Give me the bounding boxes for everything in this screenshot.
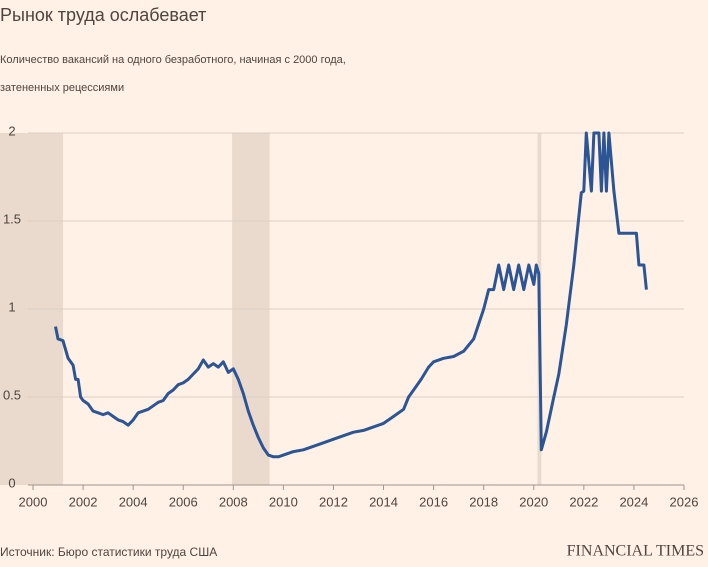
x-tick-label: 2022 [569, 494, 598, 509]
y-tick-label: 1 [8, 299, 15, 314]
subtitle: затененных рецессиями [0, 82, 124, 94]
chart-title: Рынок труда ослабевает [0, 5, 206, 25]
x-tick-label: 2016 [419, 494, 448, 509]
x-tick-label: 2004 [119, 494, 148, 509]
subtitle: Количество вакансий на одного безработно… [0, 54, 346, 66]
x-tick-label: 2024 [619, 494, 648, 509]
source: Источник: Бюро статистики труда США [0, 545, 217, 559]
y-tick-label: 2 [8, 123, 15, 138]
x-tick-label: 2002 [69, 494, 98, 509]
data-line [54, 131, 648, 459]
x-tick-label: 2000 [19, 494, 48, 509]
x-tick-label: 2012 [319, 494, 348, 509]
x-tick-label: 2008 [219, 494, 248, 509]
x-tick-label: 2026 [670, 494, 699, 509]
x-tick-label: 2010 [269, 494, 298, 509]
y-tick-label: 0.5 [3, 387, 21, 402]
x-tick-label: 2020 [519, 494, 548, 509]
brand: FINANCIAL TIMES [567, 543, 704, 560]
y-tick-label: 1.5 [3, 211, 21, 226]
y-tick-label: 0 [8, 475, 15, 490]
x-tick-label: 2018 [469, 494, 498, 509]
x-tick-label: 2014 [369, 494, 398, 509]
x-tick-label: 2006 [169, 494, 198, 509]
